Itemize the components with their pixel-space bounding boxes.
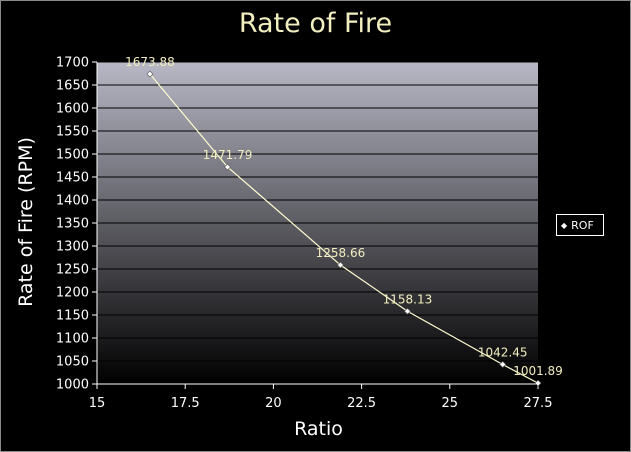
x-tick-label: 27.5	[524, 396, 553, 411]
y-tick-label: 1200	[56, 286, 89, 301]
data-label: 1158.13	[383, 292, 433, 306]
data-label: 1258.66	[316, 246, 366, 260]
y-tick-label: 1100	[56, 332, 89, 347]
legend-diamond-icon: ◆	[561, 220, 568, 230]
y-tick-label: 1450	[56, 171, 89, 186]
x-tick-label: 17.5	[171, 396, 200, 411]
y-tick-label: 1550	[56, 125, 89, 140]
data-label: 1471.79	[203, 148, 253, 162]
y-tick-label: 1000	[56, 378, 89, 393]
y-tick-label: 1050	[56, 355, 89, 370]
chart-title: Rate of Fire	[238, 8, 393, 39]
y-tick-label: 1250	[56, 263, 89, 278]
y-tick-label: 1350	[56, 217, 89, 232]
x-tick-label: 25	[442, 396, 459, 411]
y-tick-label: 1300	[56, 240, 89, 255]
y-tick-label: 1700	[56, 56, 89, 71]
data-point	[404, 307, 411, 315]
x-tick-label: 15	[89, 396, 106, 411]
series-line-rof	[149, 73, 539, 384]
data-label: 1001.89	[513, 364, 563, 378]
x-tick-label: 22.5	[347, 396, 376, 411]
x-axis-title: Ratio	[294, 418, 343, 440]
legend-label: ROF	[571, 218, 594, 232]
data-label: 1042.45	[478, 345, 528, 359]
data-point	[337, 261, 344, 269]
data-point	[534, 379, 542, 387]
data-point	[146, 70, 154, 78]
y-tick-label: 1600	[56, 102, 89, 117]
y-tick-label: 1400	[56, 194, 89, 209]
y-tick-label: 1650	[56, 79, 89, 94]
y-tick-label: 1150	[56, 309, 89, 324]
data-point	[499, 361, 507, 368]
data-label: 1673.88	[125, 55, 175, 69]
y-tick-label: 1500	[56, 148, 89, 163]
data-point	[224, 163, 231, 171]
legend: ◆ ROF	[556, 214, 604, 236]
x-tick-label: 20	[265, 396, 282, 411]
